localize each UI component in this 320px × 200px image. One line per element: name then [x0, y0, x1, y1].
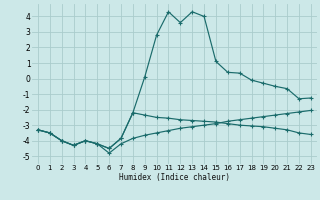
X-axis label: Humidex (Indice chaleur): Humidex (Indice chaleur) [119, 173, 230, 182]
